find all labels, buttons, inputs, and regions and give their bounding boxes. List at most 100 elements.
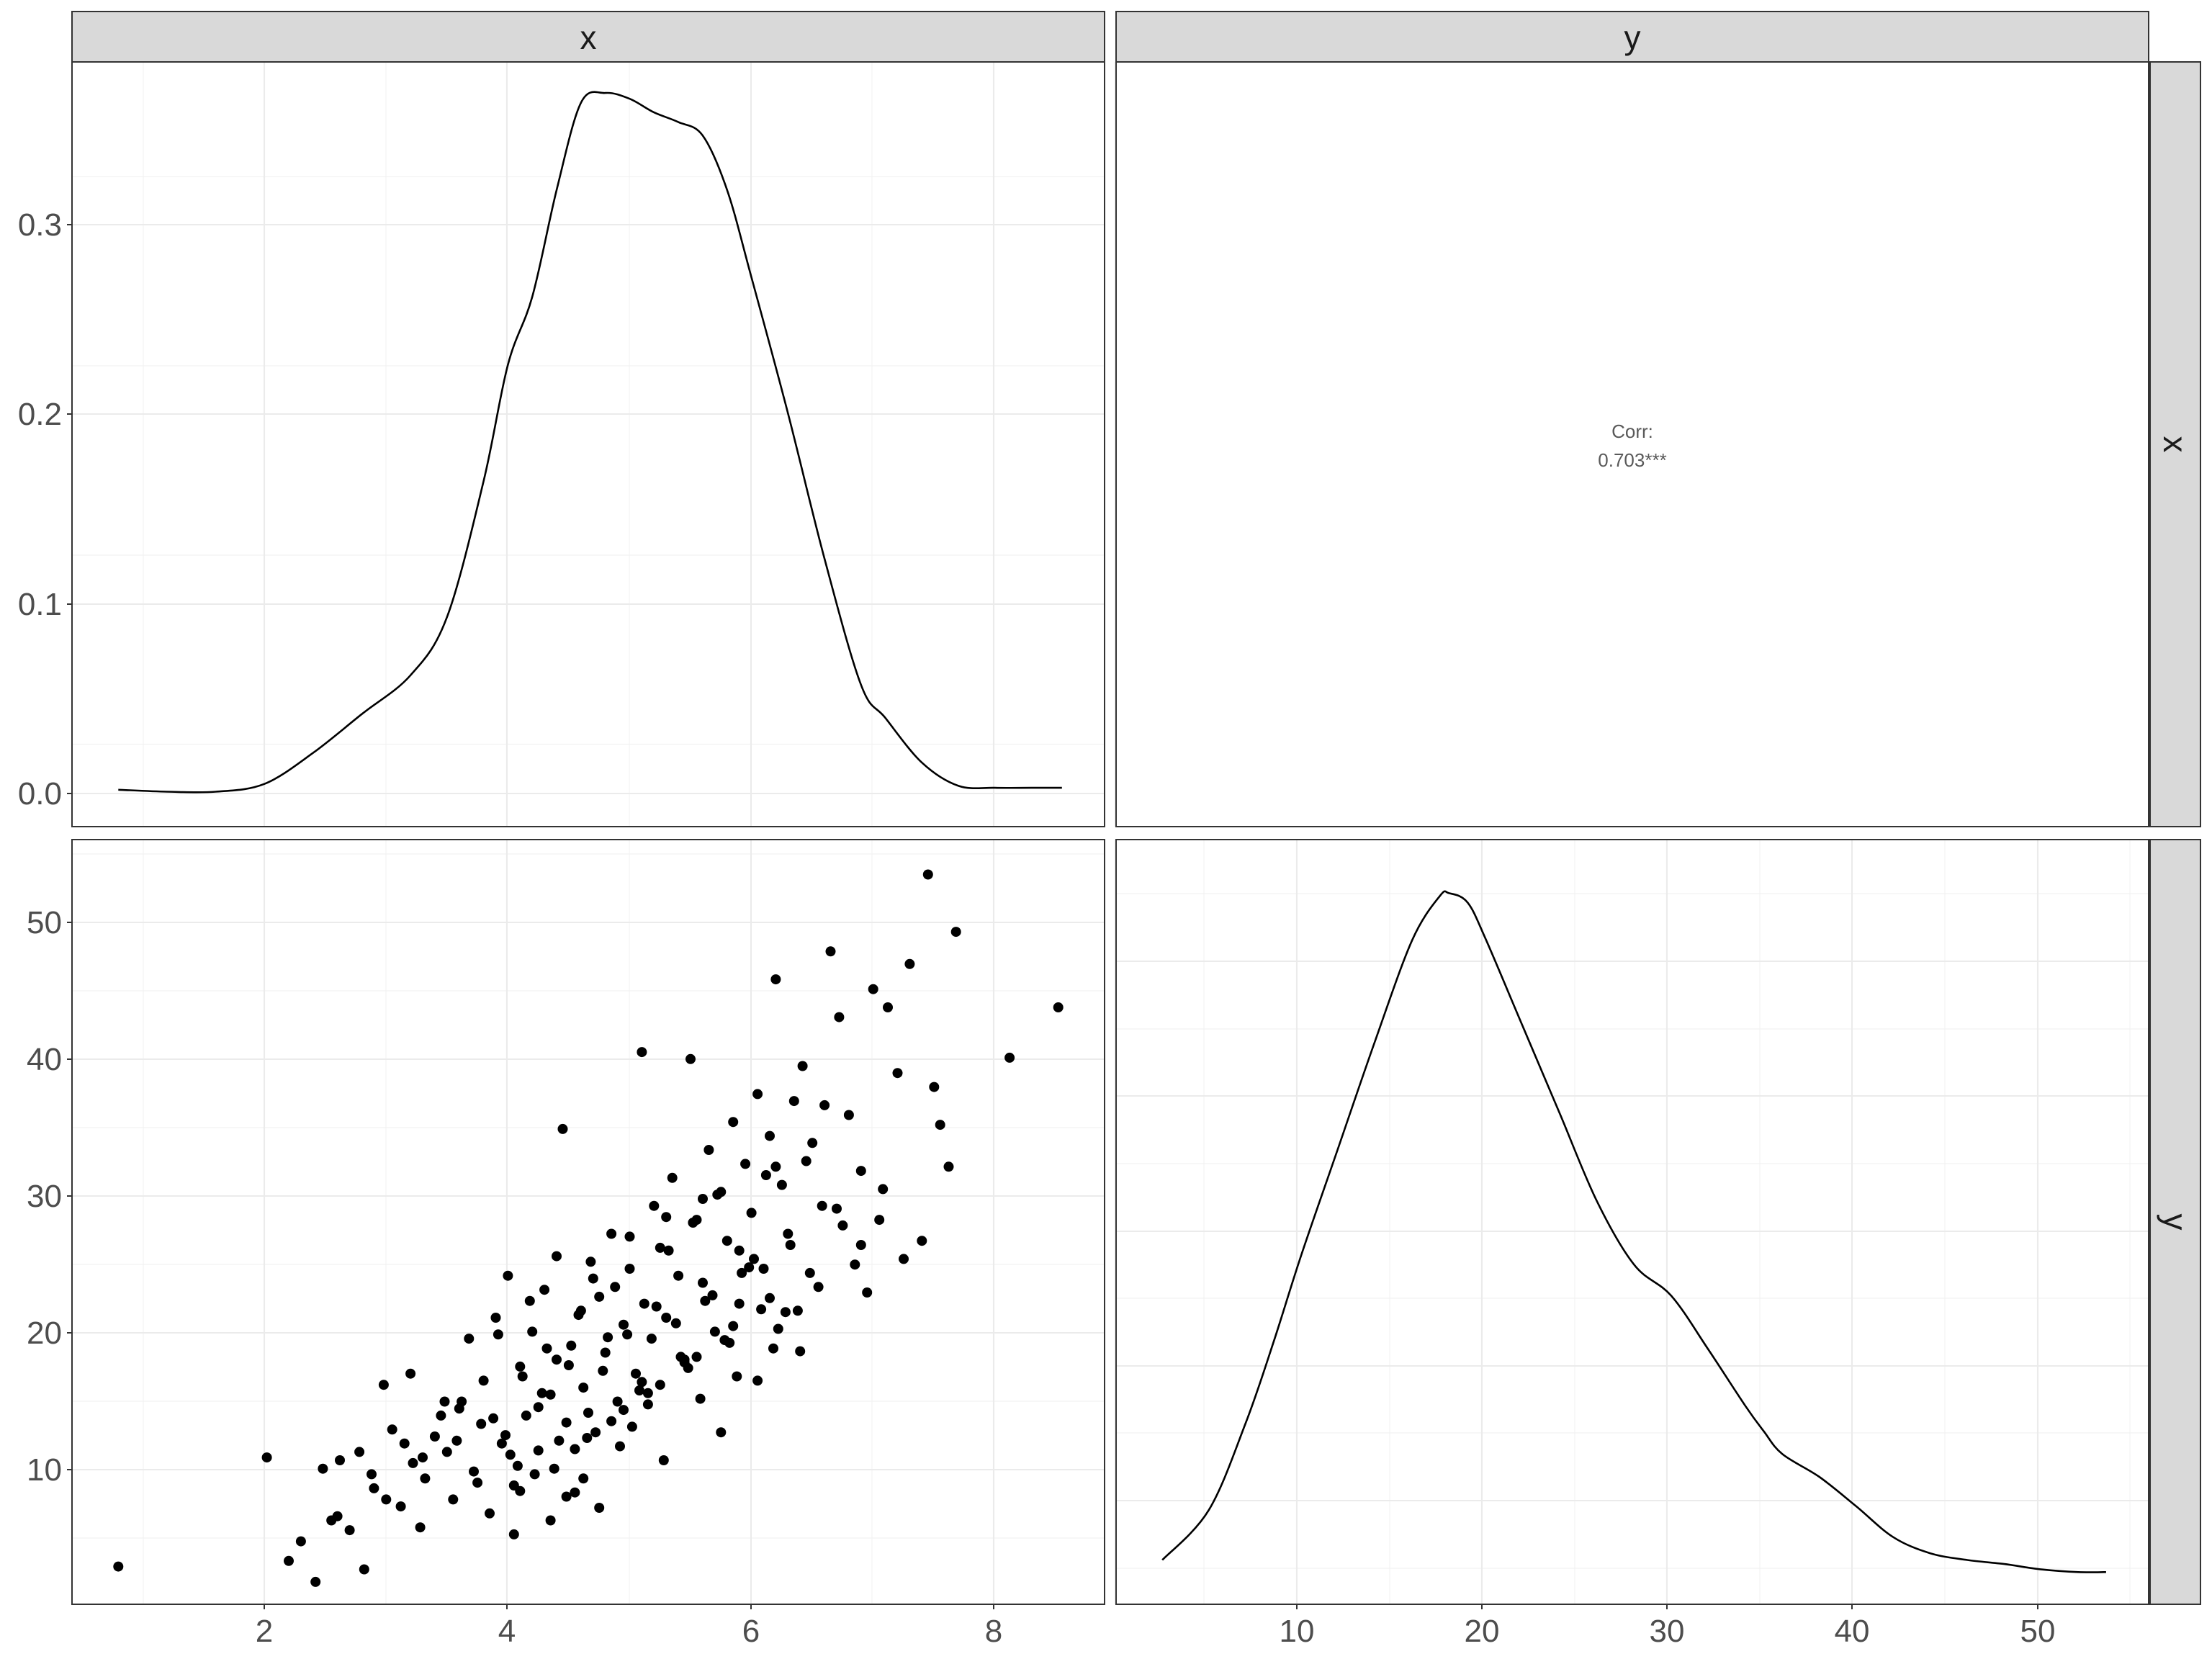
x-density-grid: [72, 62, 1115, 827]
scatter-point: [615, 1441, 625, 1452]
scatter-point: [578, 1382, 589, 1393]
scatter-point: [878, 1184, 889, 1195]
x-tick-label: 6: [742, 1614, 760, 1649]
scatter-point: [113, 1561, 124, 1572]
scatter-point: [661, 1313, 672, 1323]
y-tick-label: 30: [27, 1179, 62, 1214]
scatter-point: [760, 1170, 771, 1180]
y-density-line: [1161, 890, 2106, 1573]
scatter-point: [685, 1053, 696, 1064]
scatter-point: [688, 1218, 698, 1228]
scatter-point: [734, 1245, 745, 1256]
scatter-point: [496, 1438, 507, 1449]
scatter-point: [619, 1319, 629, 1330]
scatter-point: [598, 1365, 608, 1376]
scatter-point: [935, 1120, 945, 1130]
y-bottom-tick-label: 20: [1465, 1614, 1500, 1649]
scatter-point: [610, 1282, 621, 1292]
scatter-point: [429, 1431, 440, 1442]
x-tick-label: 2: [256, 1614, 273, 1649]
scatter-point: [773, 1323, 783, 1334]
scatter-point: [780, 1307, 791, 1318]
scatter-point: [561, 1491, 572, 1502]
axis-left-density: 0.0 0.1 0.2 0.3: [18, 207, 72, 811]
scatter-point: [719, 1335, 730, 1346]
scatter-point: [904, 958, 915, 969]
scatter-point: [683, 1362, 693, 1373]
scatter-point: [378, 1380, 389, 1390]
y-tick-label: 20: [27, 1316, 62, 1351]
scatter-point: [600, 1347, 611, 1358]
scatter-point: [670, 1318, 681, 1328]
scatter-point: [728, 1321, 739, 1331]
scatter-point: [807, 1138, 818, 1148]
strip-row-y-label: y: [2157, 1214, 2194, 1231]
scatter-point: [634, 1385, 644, 1395]
scatter-point: [721, 1236, 732, 1246]
scatter-point: [813, 1282, 824, 1292]
scatter-point: [728, 1117, 739, 1128]
scatter-point: [549, 1463, 559, 1474]
scatter-point: [732, 1371, 742, 1382]
scatter-point: [539, 1285, 550, 1295]
scatter-point: [415, 1522, 426, 1533]
scatter-grid: [72, 840, 1115, 1604]
scatter-point: [367, 1469, 377, 1480]
scatter-point: [505, 1449, 516, 1460]
scatter-point: [716, 1427, 727, 1438]
scatter-point: [744, 1262, 755, 1273]
scatter-point: [756, 1304, 767, 1315]
scatter-point: [819, 1100, 830, 1110]
scatter-point: [950, 927, 961, 938]
scatter-point: [768, 1343, 778, 1354]
scatter-point: [740, 1159, 751, 1169]
scatter-point: [874, 1215, 885, 1226]
scatter-point: [651, 1301, 662, 1312]
scatter-point: [929, 1082, 940, 1092]
scatter-point: [752, 1375, 763, 1386]
scatter-point: [698, 1194, 708, 1204]
scatter-point: [624, 1264, 635, 1274]
scatter-point: [825, 946, 836, 957]
scatter-point: [439, 1396, 450, 1407]
scatter-point: [469, 1466, 479, 1477]
scatter-point: [512, 1460, 523, 1471]
scatter-point: [606, 1416, 617, 1426]
scatter-point: [508, 1529, 519, 1539]
scatter-point: [563, 1360, 574, 1370]
scatter-point: [691, 1352, 702, 1362]
scatter-point: [792, 1305, 803, 1316]
scatter-point: [503, 1270, 513, 1281]
scatter-point: [712, 1190, 723, 1200]
scatter-point: [797, 1061, 808, 1071]
scatter-point: [408, 1457, 418, 1468]
scatter-points: [113, 869, 1064, 1587]
scatter-point: [703, 1145, 714, 1155]
scatter-point: [441, 1447, 452, 1457]
axis-left-y: 10 20 30 40 50: [27, 905, 72, 1488]
scatter-point: [284, 1555, 294, 1566]
scatter-point: [709, 1326, 720, 1337]
y-bottom-tick-label: 40: [1835, 1614, 1870, 1649]
scatter-point: [533, 1402, 544, 1413]
correlation-border: [1115, 61, 2149, 827]
scatter-point: [594, 1291, 605, 1302]
density-tick-label: 0.3: [18, 207, 62, 243]
scatter-point: [545, 1515, 556, 1526]
scatter-point: [485, 1508, 495, 1519]
scatter-point: [545, 1389, 556, 1400]
scatter-point: [642, 1388, 653, 1398]
scatter-point: [619, 1405, 629, 1416]
scatter-point: [527, 1326, 538, 1337]
panel-scatter-x-y: [71, 839, 1115, 1605]
scatter-point: [310, 1576, 321, 1587]
scatter-point: [749, 1254, 759, 1264]
scatter-point: [405, 1368, 416, 1379]
y-tick-label: 50: [27, 905, 62, 940]
density-tick-label: 0.0: [18, 776, 62, 811]
scatter-point: [570, 1487, 580, 1498]
scatter-point: [655, 1380, 665, 1390]
scatter-point: [515, 1485, 526, 1496]
scatter-point: [639, 1298, 649, 1309]
